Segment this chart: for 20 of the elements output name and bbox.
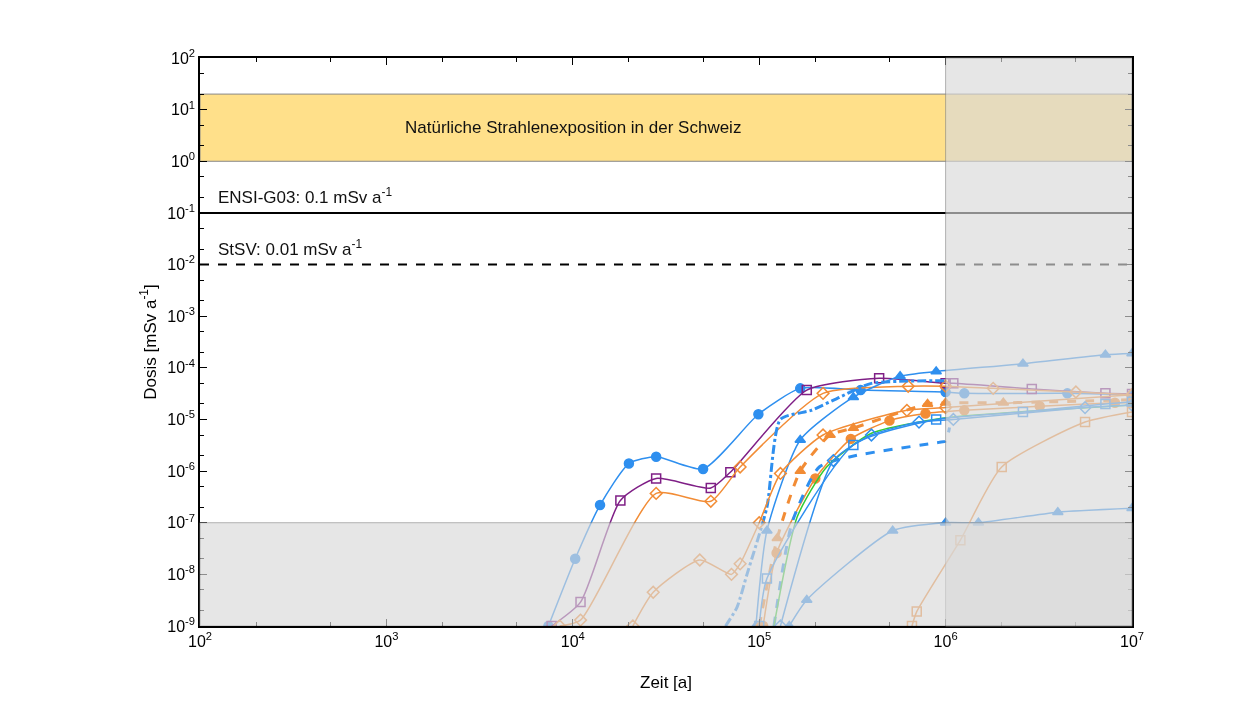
y-tick-label: 10$^{1}$ bbox=[171, 98, 196, 119]
y-tick-label: 10$^{-7}$ bbox=[167, 511, 196, 532]
y-tick-label: 10$^{0}$ bbox=[171, 150, 196, 170]
y-tick-label: 10$^{-6}$ bbox=[167, 459, 196, 480]
y-tick-label: 10$^{-1}$ bbox=[167, 201, 196, 222]
ref-line-label: ENSI-G03: 0.1 mSv a$^{-1}$ bbox=[218, 185, 393, 208]
y-tick-label: 10$^{-4}$ bbox=[167, 356, 196, 377]
band-label: Natürliche Strahlenexposition in der Schweiz bbox=[405, 118, 742, 137]
x-tick-label: 10$^{7}$ bbox=[1119, 630, 1145, 650]
y-tick-label: 10$^{-8}$ bbox=[167, 563, 196, 583]
x-axis-title: Zeit [a] bbox=[640, 672, 692, 692]
ref-line-label: StSV: 0.01 mSv a$^{-1}$ bbox=[218, 237, 363, 260]
x-tick-label: 10$^{6}$ bbox=[933, 630, 958, 650]
y-tick-label: 10$^{-5}$ bbox=[167, 408, 196, 429]
y-tick-label: 10$^{2}$ bbox=[171, 46, 196, 67]
y-tick-label: 10$^{-2}$ bbox=[167, 253, 196, 274]
x-tick-label: 10$^{5}$ bbox=[747, 630, 772, 650]
x-tick-label: 10$^{3}$ bbox=[374, 630, 399, 650]
x-tick-label: 10$^{4}$ bbox=[560, 630, 585, 650]
y-tick-label: 10$^{-3}$ bbox=[167, 305, 196, 325]
